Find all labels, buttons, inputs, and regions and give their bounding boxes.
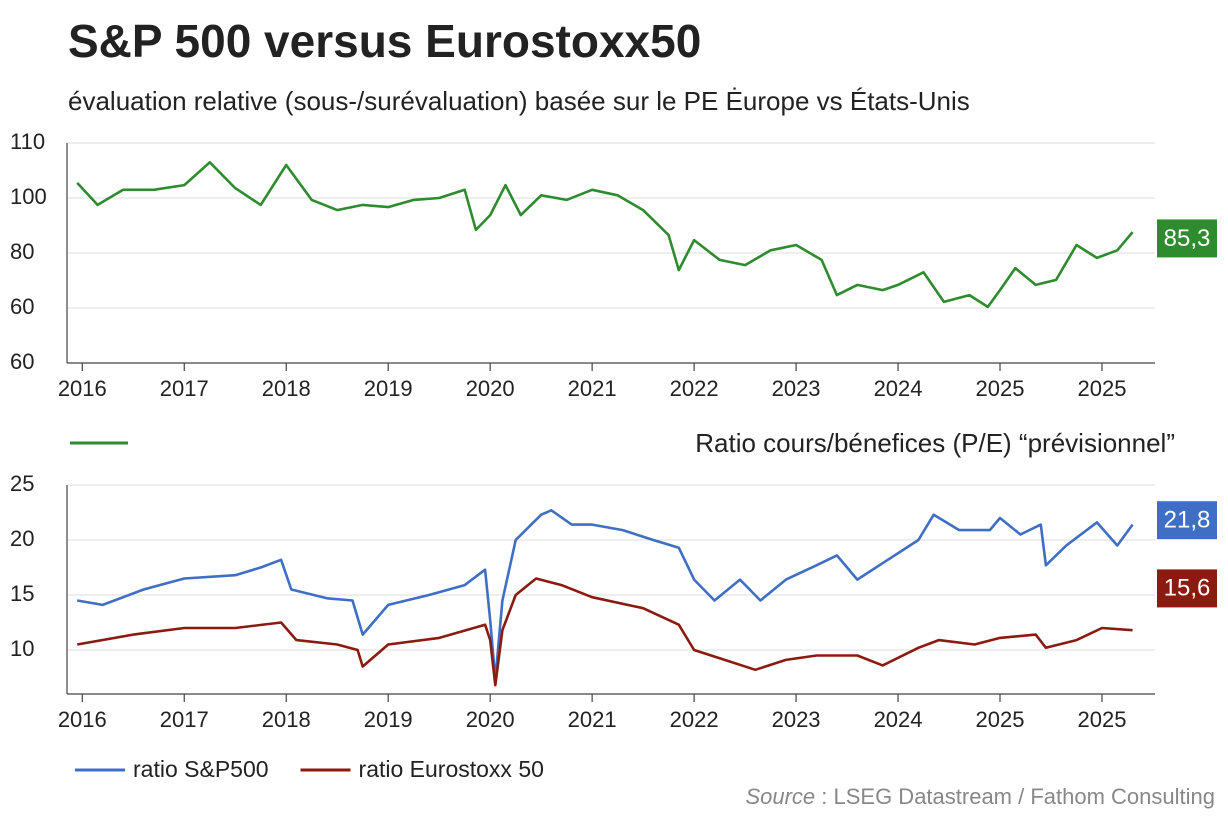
- x-tick-label: 2022: [670, 707, 719, 732]
- x-tick-label: 2025: [976, 707, 1025, 732]
- x-tick-label: 2025: [976, 376, 1025, 401]
- y-tick-label: 100: [10, 184, 47, 209]
- x-tick-label: 2016: [58, 707, 107, 732]
- source-text: : LSEG Datastream / Fathom Consulting: [815, 784, 1215, 809]
- x-tick-label: 2021: [568, 376, 617, 401]
- y-tick-label: 60: [10, 294, 34, 319]
- x-tick-label: 2019: [364, 376, 413, 401]
- x-tick-label: 2017: [160, 707, 209, 732]
- value-badge: [1157, 569, 1217, 608]
- chart-title: S&P 500 versus Eurostoxx50: [68, 15, 701, 67]
- x-tick-label: 2025: [1078, 707, 1127, 732]
- source-label: Source: [745, 784, 815, 809]
- x-tick-label: 2018: [262, 376, 311, 401]
- x-tick-label: 2018: [262, 707, 311, 732]
- x-tick-label: 2019: [364, 707, 413, 732]
- y-tick-label: 20: [10, 526, 34, 551]
- x-tick-label: 2022: [670, 376, 719, 401]
- value-badge-label: 15,6: [1164, 575, 1211, 602]
- x-tick-label: 2025: [1078, 376, 1127, 401]
- x-tick-label: 2023: [772, 707, 821, 732]
- data-line: [76, 509, 1134, 681]
- x-tick-label: 2021: [568, 707, 617, 732]
- x-tick-label: 2024: [874, 376, 923, 401]
- data-line: [76, 161, 1134, 309]
- data-line: [76, 577, 1133, 687]
- x-tick-label: 2016: [58, 376, 107, 401]
- value-badge: [1157, 501, 1217, 540]
- value-badge-label: 21,8: [1164, 507, 1211, 534]
- y-tick-label: 10: [10, 636, 34, 661]
- x-tick-label: 2024: [874, 707, 923, 732]
- legend-label: ratio S&P500: [133, 756, 269, 782]
- chart-subtitle: évaluation relative (sous-/surévaluation…: [68, 86, 970, 116]
- x-tick-label: 2020: [466, 707, 515, 732]
- y-tick-label: 80: [10, 239, 34, 264]
- value-badge: [1157, 219, 1217, 258]
- x-tick-label: 2017: [160, 376, 209, 401]
- y-tick-label: 15: [10, 581, 34, 606]
- y-tick-label: 60: [10, 349, 34, 374]
- value-badge-label: 85,3: [1164, 225, 1211, 252]
- source: Source : LSEG Datastream / Fathom Consul…: [745, 784, 1215, 809]
- panel-subtitle: Ratio cours/bénefices (P/E) “prévisionne…: [695, 428, 1175, 458]
- legend-label: ratio Eurostoxx 50: [359, 756, 544, 782]
- x-tick-label: 2020: [466, 376, 515, 401]
- y-tick-label: 110: [10, 129, 45, 154]
- y-tick-label: 25: [10, 471, 34, 496]
- x-tick-label: 2023: [772, 376, 821, 401]
